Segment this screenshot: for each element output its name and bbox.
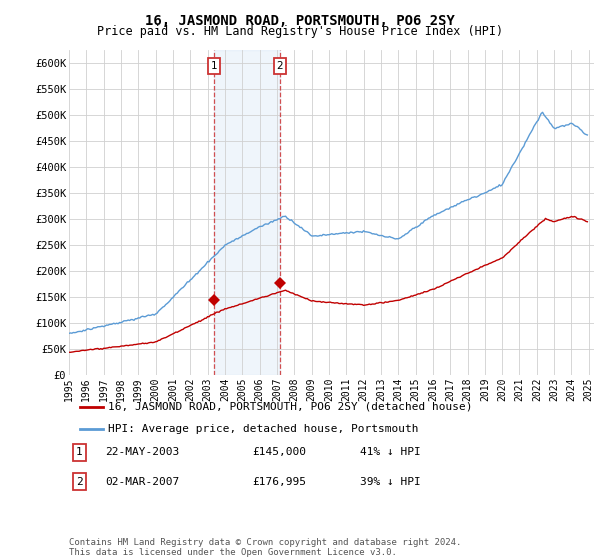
Text: 16, JASMOND ROAD, PORTSMOUTH, PO6 2SY: 16, JASMOND ROAD, PORTSMOUTH, PO6 2SY [145,14,455,28]
Text: Contains HM Land Registry data © Crown copyright and database right 2024.
This d: Contains HM Land Registry data © Crown c… [69,538,461,557]
Text: 16, JASMOND ROAD, PORTSMOUTH, PO6 2SY (detached house): 16, JASMOND ROAD, PORTSMOUTH, PO6 2SY (d… [109,402,473,412]
Text: 2: 2 [277,61,283,71]
Text: HPI: Average price, detached house, Portsmouth: HPI: Average price, detached house, Port… [109,424,419,435]
Text: 1: 1 [211,61,218,71]
Text: £176,995: £176,995 [252,477,306,487]
Text: 39% ↓ HPI: 39% ↓ HPI [360,477,421,487]
Text: 2: 2 [76,477,83,487]
Text: 41% ↓ HPI: 41% ↓ HPI [360,447,421,458]
Text: 1: 1 [76,447,83,458]
Bar [214,50,280,375]
Text: £145,000: £145,000 [252,447,306,458]
Text: 02-MAR-2007: 02-MAR-2007 [105,477,179,487]
Text: 22-MAY-2003: 22-MAY-2003 [105,447,179,458]
Text: Price paid vs. HM Land Registry's House Price Index (HPI): Price paid vs. HM Land Registry's House … [97,25,503,38]
